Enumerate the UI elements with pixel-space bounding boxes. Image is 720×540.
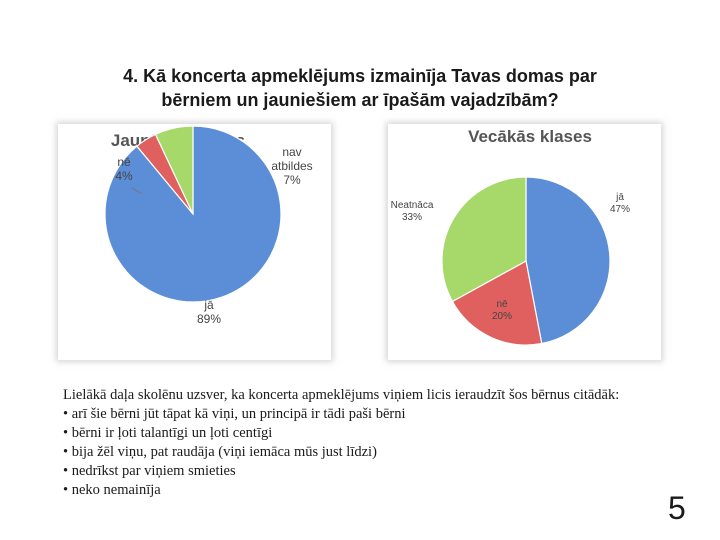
chart-title: Vecākās klases <box>468 127 592 146</box>
data-label-younger-1: nē 4% <box>115 155 133 183</box>
data-label-younger-2: nav atbildes 7% <box>271 145 312 187</box>
pie-slice-older-1 <box>451 260 543 346</box>
summary-text-block: Lielākā daļa skolēnu uzsver, ka koncerta… <box>63 386 653 500</box>
bullet-item: nedrīkst par viņiem smieties <box>63 462 653 481</box>
page-number: 5 <box>668 490 686 526</box>
pie-slice-younger-2 <box>154 125 194 215</box>
slide-title-line-2: bērniem un jauniešiem ar īpašām vajadzīb… <box>161 90 559 110</box>
slide-title: 4. Kā koncerta apmeklējums izmainīja Tav… <box>60 64 660 112</box>
data-label-younger-0: jā 89% <box>197 298 221 326</box>
pie-slice-older-2 <box>441 176 527 303</box>
pie-slice-younger-0 <box>104 125 282 303</box>
slide-title-line-1: 4. Kā koncerta apmeklējums izmainīja Tav… <box>123 66 597 86</box>
data-label-older-2: Neatnāca 33% <box>391 200 434 223</box>
pie-slice-older-0 <box>525 176 611 345</box>
pie-chart-older-grades: Vecākās klases jā 47% nē 20% Neatnāca 33% <box>391 127 630 346</box>
bullet-item: neko nemainīja <box>63 481 653 500</box>
chart-panel-older-grades: Vecākās klases jā 47% nē 20% Neatnāca 33% <box>388 124 661 360</box>
summary-paragraph: Lielākā daļa skolēnu uzsver, ka koncerta… <box>63 387 620 403</box>
bullet-item: bija žēl viņu, pat raudāja (viņi iemāca … <box>63 443 653 462</box>
leader-line <box>131 187 143 195</box>
bullet-item: arī šie bērni jūt tāpat kā viņi, un prin… <box>63 405 653 424</box>
data-label-older-0: jā 47% <box>610 192 630 215</box>
bullet-list: arī šie bērni jūt tāpat kā viņi, un prin… <box>63 405 653 500</box>
data-label-older-1: nē 20% <box>492 299 512 322</box>
bullet-item: bērni ir ļoti talantīgi un ļoti centīgi <box>63 424 653 443</box>
